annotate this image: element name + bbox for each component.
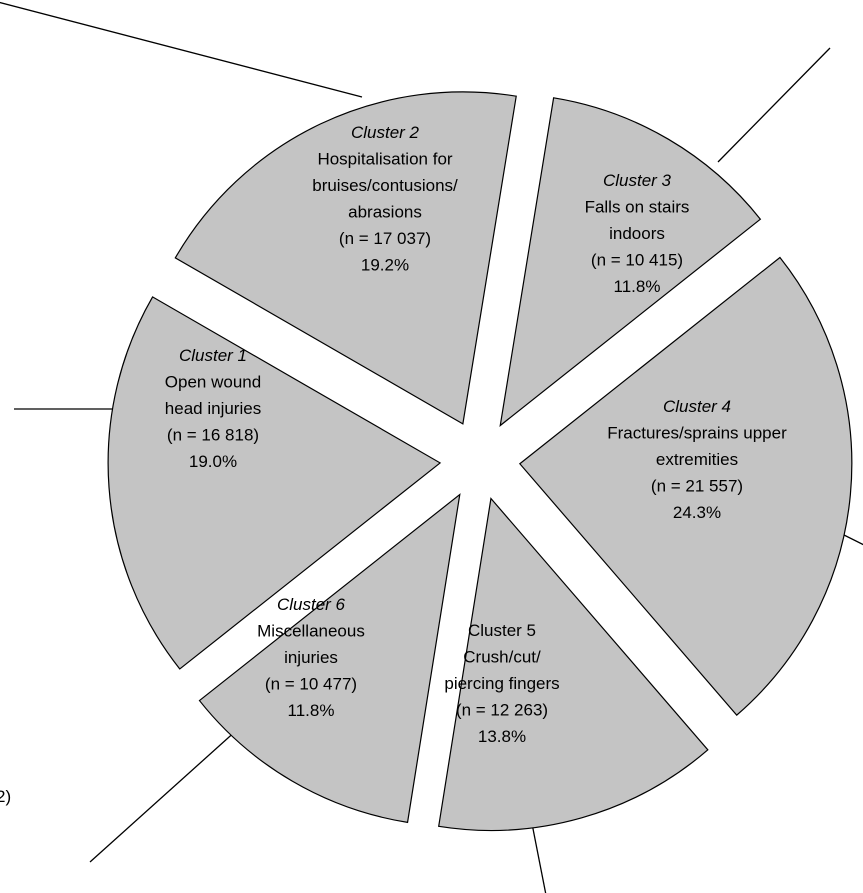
cluster-count: (n = 10 477) [265, 675, 357, 694]
cluster-percent: 13.8% [478, 727, 526, 746]
slice-labels: Cluster 2 Hospitalisation for bruises/cont… [165, 123, 787, 746]
cluster-description: head injuries [165, 399, 261, 418]
cluster-percent: 19.0% [189, 452, 237, 471]
leader-line-5 [89, 719, 249, 863]
cluster-description: Fractures/sprains upper [607, 424, 787, 443]
cluster-description: Hospitalisation for [317, 150, 452, 169]
cluster-description: bruises/contusions/ [312, 176, 458, 195]
cluster-name: Cluster 2 [351, 123, 420, 142]
cluster-description: Falls on stairs [585, 198, 690, 217]
cluster-description: injuries [284, 648, 338, 667]
cluster-percent: 11.8% [288, 701, 335, 720]
cluster-count: (n = 12 263) [456, 701, 548, 720]
cluster-percent: 19.2% [361, 256, 409, 275]
cluster-name: Cluster 4 [663, 397, 731, 416]
cluster-percent: 24.3% [673, 503, 721, 522]
cluster-description: abrasions [348, 203, 422, 222]
cluster-name: Cluster 5 [468, 621, 536, 640]
cluster-name: Cluster 3 [603, 171, 672, 190]
pie-slices [107, 91, 853, 832]
pie-slice-5 [198, 493, 461, 824]
cluster-description: piercing fingers [444, 674, 559, 693]
cluster-count: (n = 17 037) [339, 229, 431, 248]
pie-slice-3 [518, 256, 853, 716]
cluster-name: Cluster 1 [179, 346, 247, 365]
cluster-name: Cluster 6 [277, 595, 346, 614]
edge-fragment-text: 2) [0, 787, 11, 806]
cluster-count: (n = 16 818) [167, 426, 259, 445]
cluster-description: Crush/cut/ [463, 648, 541, 667]
pie-slice-6 [107, 296, 442, 670]
pie-slice-2 [499, 97, 762, 427]
cluster-description: extremities [656, 450, 738, 469]
cluster-count: (n = 10 415) [591, 251, 683, 270]
leader-line-2 [717, 47, 831, 163]
cluster-description: Open wound [165, 373, 261, 392]
pie-slice-4 [438, 497, 709, 832]
cluster-count: (n = 21 557) [651, 477, 743, 496]
cluster-description: Miscellaneous [257, 622, 365, 641]
leader-line-1 [0, 1, 363, 98]
cluster-description: indoors [609, 224, 665, 243]
cluster-percent: 11.8% [614, 277, 661, 296]
pie-slice-1 [174, 91, 517, 425]
